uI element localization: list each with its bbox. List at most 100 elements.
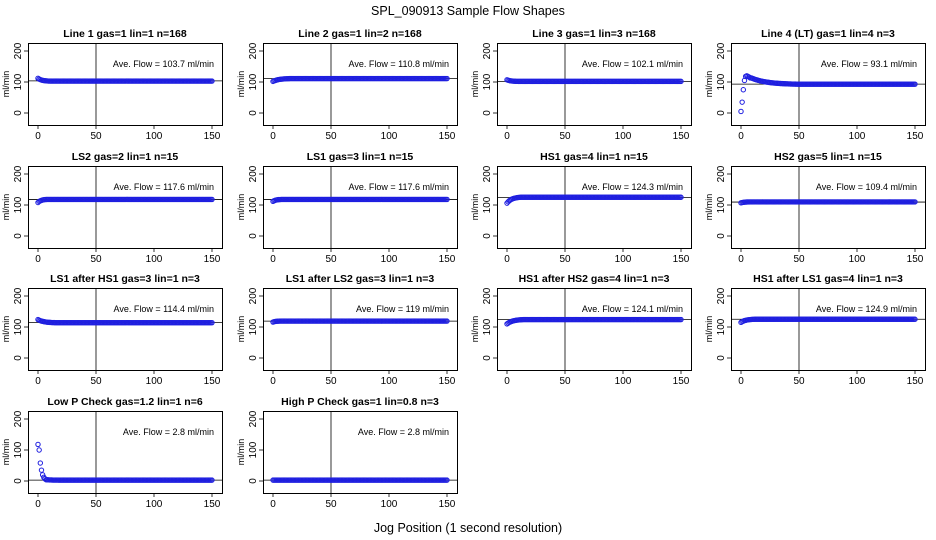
x-tick-label: 150 <box>907 254 924 265</box>
y-tick-label: 0 <box>482 110 493 116</box>
x-tick-label: 100 <box>146 499 163 510</box>
x-tick-label: 100 <box>381 376 398 387</box>
data-points <box>35 316 215 326</box>
y-tick-label: 0 <box>13 110 24 116</box>
y-tick-label: 100 <box>13 318 24 335</box>
y-axis-label: ml/min <box>704 316 714 343</box>
panel-title: HS1 after HS2 gas=4 lin=1 n=3 <box>519 273 670 285</box>
panel-title: High P Check gas=1 lin=0.8 n=3 <box>281 396 439 408</box>
chart-panel: HS1 gas=4 lin=1 n=15 Ave. Flow = 124.3 ml… <box>470 151 692 265</box>
chart-panel: High P Check gas=1 lin=0.8 n=3 Ave. Flow … <box>236 396 458 510</box>
x-tick-label: 0 <box>738 376 744 387</box>
plot-frame <box>497 166 692 249</box>
data-point <box>209 319 215 326</box>
x-tick-label: 150 <box>439 499 456 510</box>
x-tick-label: 0 <box>738 131 744 142</box>
chart-panel: Low P Check gas=1.2 lin=1 n=6 Ave. Flow =… <box>1 396 223 510</box>
data-point <box>209 196 215 203</box>
panel-title: Line 1 gas=1 lin=1 n=168 <box>63 28 187 40</box>
x-tick-label: 100 <box>381 254 398 265</box>
chart-panel: HS1 after HS2 gas=4 lin=1 n=3 Ave. Flow =… <box>470 273 692 387</box>
data-point <box>738 108 744 115</box>
x-tick-label: 50 <box>325 376 337 387</box>
data-point <box>37 460 44 466</box>
data-point <box>912 199 918 205</box>
x-tick-label: 150 <box>439 254 456 265</box>
y-tick-label: 200 <box>13 42 24 59</box>
y-tick-label: 100 <box>13 441 24 458</box>
y-axis-label: ml/min <box>470 71 480 98</box>
x-tick-label: 150 <box>204 499 221 510</box>
x-tick-label: 150 <box>673 131 690 142</box>
data-point <box>740 87 747 93</box>
y-axis-label: ml/min <box>236 194 246 221</box>
x-tick-label: 100 <box>615 376 632 387</box>
y-tick-label: 0 <box>13 233 24 239</box>
y-axis-label: ml/min <box>1 194 11 221</box>
y-tick-label: 0 <box>248 355 259 361</box>
x-tick-label: 100 <box>849 131 866 142</box>
plot-frame <box>263 288 458 371</box>
x-tick-label: 150 <box>907 131 924 142</box>
x-tick-label: 150 <box>204 254 221 265</box>
x-tick-label: 50 <box>559 376 571 387</box>
y-tick-label: 200 <box>13 165 24 182</box>
plot-frame <box>28 288 223 371</box>
y-axis-label: ml/min <box>704 71 714 98</box>
y-tick-label: 0 <box>248 110 259 116</box>
data-points <box>504 316 684 327</box>
figure-title: SPL_090913 Sample Flow Shapes <box>371 4 565 18</box>
plot-frame <box>497 288 692 371</box>
data-point <box>36 447 42 453</box>
x-tick-label: 0 <box>270 131 276 142</box>
x-tick-label: 0 <box>504 131 510 142</box>
panel-title: Line 4 (LT) gas=1 lin=4 n=3 <box>761 28 895 40</box>
x-tick-label: 50 <box>793 376 805 387</box>
data-points <box>35 75 215 84</box>
y-tick-label: 100 <box>716 73 727 90</box>
panel-title: HS1 after LS1 gas=4 lin=1 n=3 <box>753 273 903 285</box>
panel-title: LS1 after HS1 gas=3 lin=1 n=3 <box>50 273 200 285</box>
y-tick-label: 200 <box>13 410 24 427</box>
average-flow-label: Ave. Flow = 124.1 ml/min <box>582 304 683 314</box>
y-axis-label: ml/min <box>236 439 246 466</box>
x-tick-label: 150 <box>673 376 690 387</box>
x-tick-label: 150 <box>907 376 924 387</box>
y-tick-label: 0 <box>248 233 259 239</box>
y-tick-label: 0 <box>482 233 493 239</box>
y-axis-label: ml/min <box>470 316 480 343</box>
data-points <box>738 316 918 326</box>
x-tick-label: 50 <box>325 131 337 142</box>
y-tick-label: 0 <box>13 478 24 484</box>
plot-frame <box>263 166 458 249</box>
average-flow-label: Ave. Flow = 93.1 ml/min <box>821 59 917 69</box>
panel-title: Line 3 gas=1 lin=3 n=168 <box>532 28 656 40</box>
x-axis-label: Jog Position (1 second resolution) <box>374 521 562 535</box>
chart-panel: LS1 gas=3 lin=1 n=15 Ave. Flow = 117.6 ml… <box>236 151 458 265</box>
y-tick-label: 200 <box>716 287 727 304</box>
data-point <box>38 467 45 473</box>
x-tick-label: 0 <box>504 254 510 265</box>
y-tick-label: 100 <box>13 73 24 90</box>
plot-frame <box>28 411 223 494</box>
plot-frame <box>28 43 223 126</box>
x-tick-label: 0 <box>35 499 41 510</box>
x-tick-label: 100 <box>381 131 398 142</box>
average-flow-label: Ave. Flow = 124.9 ml/min <box>816 304 917 314</box>
data-points <box>35 441 215 483</box>
plot-frame <box>263 411 458 494</box>
y-tick-label: 0 <box>248 478 259 484</box>
plot-frame <box>731 288 926 371</box>
y-axis-label: ml/min <box>236 316 246 343</box>
y-tick-label: 100 <box>482 318 493 335</box>
x-tick-label: 0 <box>35 376 41 387</box>
x-tick-label: 100 <box>146 376 163 387</box>
data-points <box>270 196 450 204</box>
x-tick-label: 50 <box>325 254 337 265</box>
y-tick-label: 0 <box>482 355 493 361</box>
data-points <box>35 196 215 206</box>
y-axis-label: ml/min <box>236 71 246 98</box>
chart-panel: HS1 after LS1 gas=4 lin=1 n=3 Ave. Flow =… <box>704 273 926 387</box>
chart-panel: Line 2 gas=1 lin=2 n=168 Ave. Flow = 110.… <box>236 28 458 142</box>
